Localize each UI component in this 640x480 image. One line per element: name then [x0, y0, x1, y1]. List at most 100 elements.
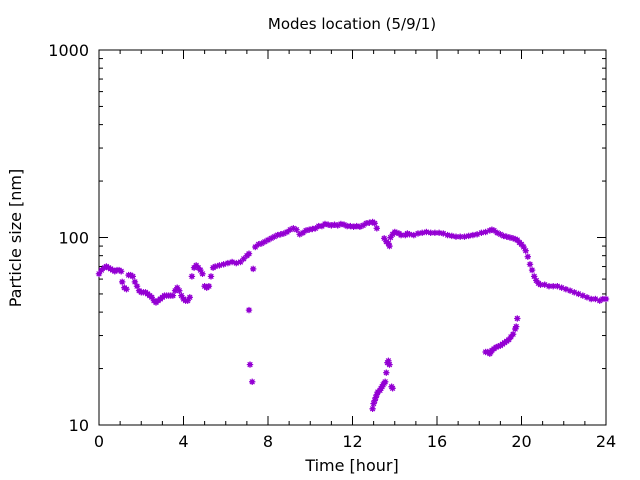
- data-point: [386, 242, 393, 250]
- data-point: [406, 231, 413, 238]
- data-point-stroke: [494, 230, 500, 236]
- data-point-stroke: [132, 279, 138, 285]
- data-point: [188, 273, 196, 280]
- data-point-stroke: [130, 273, 136, 280]
- data-point-stroke: [189, 273, 195, 280]
- data-point: [386, 361, 393, 368]
- data-point-stroke: [444, 232, 451, 238]
- y-axis-title: Particle size [nm]: [6, 169, 25, 308]
- data-point-stroke: [567, 287, 573, 294]
- data-point-stroke: [415, 230, 421, 237]
- data-point-stroke: [247, 361, 253, 368]
- data-point: [423, 228, 430, 236]
- data-point-stroke: [419, 230, 425, 236]
- data-point: [123, 286, 130, 293]
- data-point-stroke: [465, 233, 472, 239]
- data-point-stroke: [383, 369, 390, 376]
- data-point: [117, 268, 125, 275]
- data-point: [283, 228, 291, 236]
- data-point-stroke: [119, 279, 125, 285]
- data-point: [522, 247, 529, 254]
- data-point: [383, 369, 390, 376]
- data-point: [566, 287, 574, 294]
- data-point: [207, 273, 215, 280]
- data-point: [524, 253, 531, 260]
- data-point: [197, 266, 204, 274]
- data-point: [452, 233, 460, 240]
- x-tick-label: 8: [263, 432, 273, 451]
- data-point-stroke: [531, 273, 537, 280]
- data-point: [513, 323, 520, 330]
- data-point-stroke: [398, 232, 404, 238]
- data-point-stroke: [427, 230, 434, 236]
- data-point-stroke: [461, 233, 468, 240]
- data-point-stroke: [250, 266, 256, 272]
- data-point-stroke: [386, 243, 393, 249]
- data-point: [169, 292, 177, 299]
- data-point: [382, 378, 389, 385]
- data-point-stroke: [497, 231, 504, 238]
- data-point-stroke: [371, 220, 378, 227]
- x-tick-label: 24: [596, 432, 616, 451]
- data-point: [264, 236, 272, 244]
- data-point-stroke: [563, 286, 569, 292]
- data-point-stroke: [96, 271, 102, 277]
- data-point-stroke: [432, 230, 438, 236]
- data-point-stroke: [554, 283, 561, 289]
- data-point-stroke: [406, 231, 413, 238]
- data-point: [387, 234, 394, 241]
- data-point-stroke: [470, 232, 476, 238]
- data-point-stroke: [541, 281, 548, 288]
- data-point-stroke: [423, 229, 430, 235]
- data-point: [602, 295, 610, 303]
- data-point: [246, 361, 254, 368]
- data-point-stroke: [571, 289, 578, 296]
- data-point-stroke: [580, 292, 586, 299]
- data-point: [514, 315, 521, 322]
- y-tick-label: 100: [58, 229, 89, 248]
- data-point-stroke: [491, 227, 497, 234]
- data-point-stroke: [382, 379, 388, 385]
- data-point: [373, 225, 380, 232]
- data-point: [95, 270, 103, 277]
- chart-title: Modes location (5/9/1): [268, 15, 436, 33]
- data-point-stroke: [149, 294, 155, 301]
- data-point-stroke: [529, 267, 535, 273]
- data-point-stroke: [174, 284, 180, 291]
- data-point: [457, 233, 464, 240]
- data-point: [199, 270, 206, 277]
- data-point: [220, 261, 227, 268]
- data-point: [550, 283, 557, 290]
- data-point-stroke: [197, 267, 204, 273]
- data-point-stroke: [369, 406, 376, 412]
- data-point-stroke: [514, 315, 521, 322]
- data-point-stroke: [386, 361, 393, 368]
- data-point: [245, 306, 253, 314]
- data-point-stroke: [206, 283, 212, 289]
- data-point-stroke: [550, 283, 556, 289]
- data-point-stroke: [134, 283, 140, 289]
- data-point: [526, 261, 534, 268]
- data-point-stroke: [249, 379, 255, 385]
- data-point-stroke: [584, 294, 590, 301]
- data-point-stroke: [436, 230, 442, 236]
- data-point-stroke: [187, 294, 193, 301]
- data-point: [389, 385, 396, 392]
- data-point: [537, 281, 544, 288]
- y-tick-labels: 10 100 1000: [48, 41, 89, 435]
- data-point-stroke: [246, 307, 252, 313]
- data-point-stroke: [603, 296, 609, 302]
- data-point-stroke: [385, 240, 392, 247]
- data-point-stroke: [449, 233, 455, 239]
- data-point-stroke: [546, 283, 552, 289]
- data-point-stroke: [374, 225, 380, 232]
- data-point: [369, 405, 376, 412]
- data-point-stroke: [510, 331, 516, 337]
- data-point: [478, 229, 485, 237]
- x-axis-title: Time [hour]: [304, 456, 398, 475]
- data-point: [205, 283, 213, 290]
- data-point: [545, 283, 553, 290]
- data-point: [176, 287, 183, 294]
